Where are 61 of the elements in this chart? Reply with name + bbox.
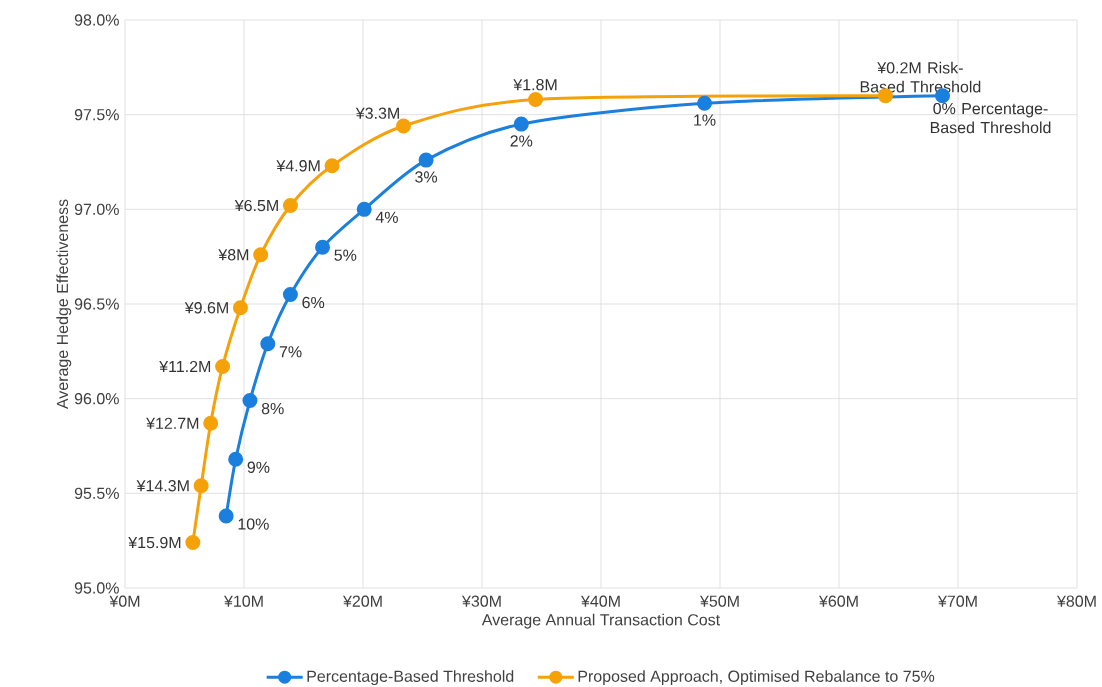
annotation: ¥9.6M — [184, 302, 228, 314]
y-tick-label: 97.0% — [74, 203, 119, 215]
annotation: ¥12.7M — [146, 417, 199, 429]
y-tick-label: 95.5% — [74, 487, 119, 499]
point — [395, 118, 411, 134]
annotation: 4% — [375, 211, 398, 223]
point — [282, 287, 298, 303]
annotation: 8% — [261, 402, 284, 415]
annotation: ¥14.3M — [136, 480, 189, 492]
point — [697, 95, 713, 111]
point — [215, 358, 231, 374]
y-tick-label: 96.0% — [74, 393, 119, 405]
x-tick-label: ¥10M — [223, 595, 263, 607]
annotation: 1% — [694, 114, 716, 126]
annotation: 2% — [510, 135, 533, 147]
x-axis-title: Average Annual Transaction Cost — [481, 613, 721, 629]
x-tick-label: ¥50M — [699, 595, 739, 607]
annotation: 10% — [238, 518, 269, 530]
point — [185, 535, 201, 551]
point — [418, 152, 434, 168]
annotation: 3% — [415, 171, 438, 183]
x-tick-label: ¥80M — [1056, 595, 1096, 607]
x-tick-label: ¥0M — [109, 595, 140, 607]
y-tick-label: 98.0% — [74, 14, 119, 26]
x-tick-label: ¥20M — [342, 595, 382, 607]
point — [260, 336, 276, 352]
annotation: ¥4.9M — [276, 160, 320, 172]
point — [253, 247, 269, 263]
annotation: ¥8M — [218, 249, 249, 261]
point — [242, 393, 258, 409]
y-tick-label: 97.5% — [74, 109, 119, 121]
y-axis-title: Average Hedge Effectiveness — [56, 199, 72, 410]
legend-label: Percentage-Based Threshold — [307, 670, 514, 686]
point — [218, 508, 234, 524]
annotation: 0% Percentage-Based Threshold — [930, 102, 1051, 134]
x-tick-label: ¥40M — [580, 595, 620, 607]
annotation: 7% — [279, 346, 302, 358]
legend-label: Proposed Approach, Optimised Rebalance to 75% — [578, 670, 935, 686]
point — [203, 415, 219, 431]
point — [528, 92, 544, 108]
point — [513, 116, 529, 132]
point — [324, 158, 340, 174]
annotation: 5% — [334, 249, 357, 261]
point — [282, 198, 298, 214]
point — [228, 451, 244, 467]
point — [193, 478, 209, 494]
annotation: ¥3.3M — [355, 107, 399, 119]
annotation: ¥11.2M — [159, 360, 211, 373]
point — [232, 300, 248, 316]
x-tick-label: ¥30M — [461, 595, 501, 607]
x-tick-label: ¥70M — [937, 595, 977, 607]
y-tick-label: 95.0% — [74, 582, 119, 594]
annotation: ¥1.8M — [513, 78, 557, 91]
x-tick-label: ¥60M — [818, 595, 858, 607]
annotation: ¥15.9M — [128, 536, 181, 549]
annotation: ¥6.5M — [234, 199, 278, 212]
point — [315, 239, 331, 255]
point — [356, 201, 372, 217]
annotation: 9% — [247, 461, 270, 473]
y-tick-label: 96.5% — [74, 298, 119, 310]
annotation: 6% — [302, 296, 325, 309]
